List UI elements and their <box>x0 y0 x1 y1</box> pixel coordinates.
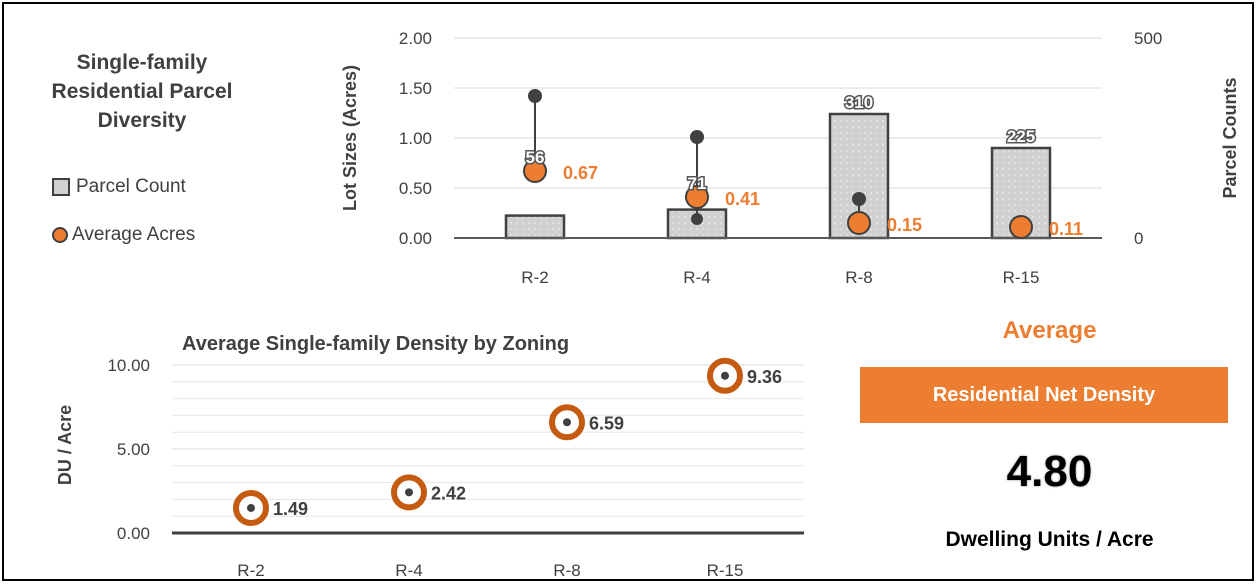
parcel-count-bar <box>504 214 566 240</box>
average-acres-point <box>685 185 709 209</box>
parcel-count-label: 71 <box>688 174 707 193</box>
parcel-count-label: 225 <box>1007 127 1035 146</box>
gray-square-icon <box>52 178 70 196</box>
average-acres-point <box>847 211 871 235</box>
summary-heading: Average <box>1002 317 1097 344</box>
density-marker-center <box>247 503 255 512</box>
average-acres-label: 0.15 <box>887 215 922 235</box>
y-tick-label: 0.50 <box>399 179 432 198</box>
y-axis-label: Lot Sizes (Acres) <box>340 65 360 211</box>
y-tick-label: 1.00 <box>399 129 432 148</box>
y2-tick-label: 500 <box>1134 29 1162 48</box>
max-lot-size-point <box>528 89 542 103</box>
density-label-box: Residential Net Density <box>860 367 1228 423</box>
x-tick-label: R-8 <box>845 268 872 287</box>
density-label: 6.59 <box>589 413 624 433</box>
y-tick-label: 0.00 <box>399 229 432 248</box>
x-tick-label: R-15 <box>707 561 744 580</box>
legend-label: Average Acres <box>72 224 196 245</box>
legend-item-parcel-count: Parcel Count <box>52 176 186 198</box>
parcel-count-label: 310 <box>845 93 873 112</box>
max-lot-size-point <box>690 130 704 144</box>
density-unit: Dwelling Units / Acre <box>945 528 1154 551</box>
y-tick-label: 1.50 <box>399 79 432 98</box>
average-acres-label: 0.41 <box>725 189 760 209</box>
x-tick-label: R-4 <box>683 268 710 287</box>
legend-title: Single-family Residential Parcel Diversi… <box>51 51 233 132</box>
density-label: 9.36 <box>747 367 782 387</box>
y-tick-label: 10.00 <box>107 356 150 375</box>
x-tick-label: R-2 <box>237 561 264 580</box>
density-label: 2.42 <box>431 483 466 503</box>
legend-item-average-acres: Average Acres <box>52 224 195 246</box>
average-acres-point <box>523 159 547 183</box>
min-lot-size-point <box>691 213 703 225</box>
average-acres-label: 0.11 <box>1049 219 1083 239</box>
average-acres-label: 0.67 <box>563 163 598 183</box>
y2-axis-label: Parcel Counts <box>1220 77 1240 198</box>
density-label: Residential Net Density <box>932 383 1156 406</box>
average-acres-point <box>1009 215 1033 239</box>
parcel-diversity-chart: 0.00 0.50 1.00 1.50 2.00 0 500 Lot Sizes (Acres… <box>340 29 1240 287</box>
chart-title: Average Single-family Density by Zoning <box>182 333 569 355</box>
density-by-zoning-chart: Average Single-family Density by Zoning 0… <box>55 333 804 580</box>
orange-dot-icon <box>52 227 68 243</box>
legend-label: Parcel Count <box>76 176 186 197</box>
x-tick-label: R-2 <box>521 268 548 287</box>
y-tick-label: 0.00 <box>117 524 150 543</box>
x-tick-label: R-4 <box>395 561 422 580</box>
density-value: 4.80 <box>1006 447 1093 496</box>
y2-tick-label: 0 <box>1134 229 1143 248</box>
density-marker-center <box>563 418 571 427</box>
density-marker-center <box>721 371 729 380</box>
density-label: 1.49 <box>273 499 308 519</box>
max-lot-size-point <box>852 192 866 206</box>
y-tick-label: 2.00 <box>399 29 432 48</box>
parcel-count-label: 56 <box>526 148 545 167</box>
y-axis-label: DU / Acre <box>55 405 75 485</box>
x-tick-label: R-15 <box>1003 268 1040 287</box>
density-marker-center <box>405 488 413 497</box>
x-tick-label: R-8 <box>553 561 580 580</box>
y-tick-label: 5.00 <box>117 440 150 459</box>
